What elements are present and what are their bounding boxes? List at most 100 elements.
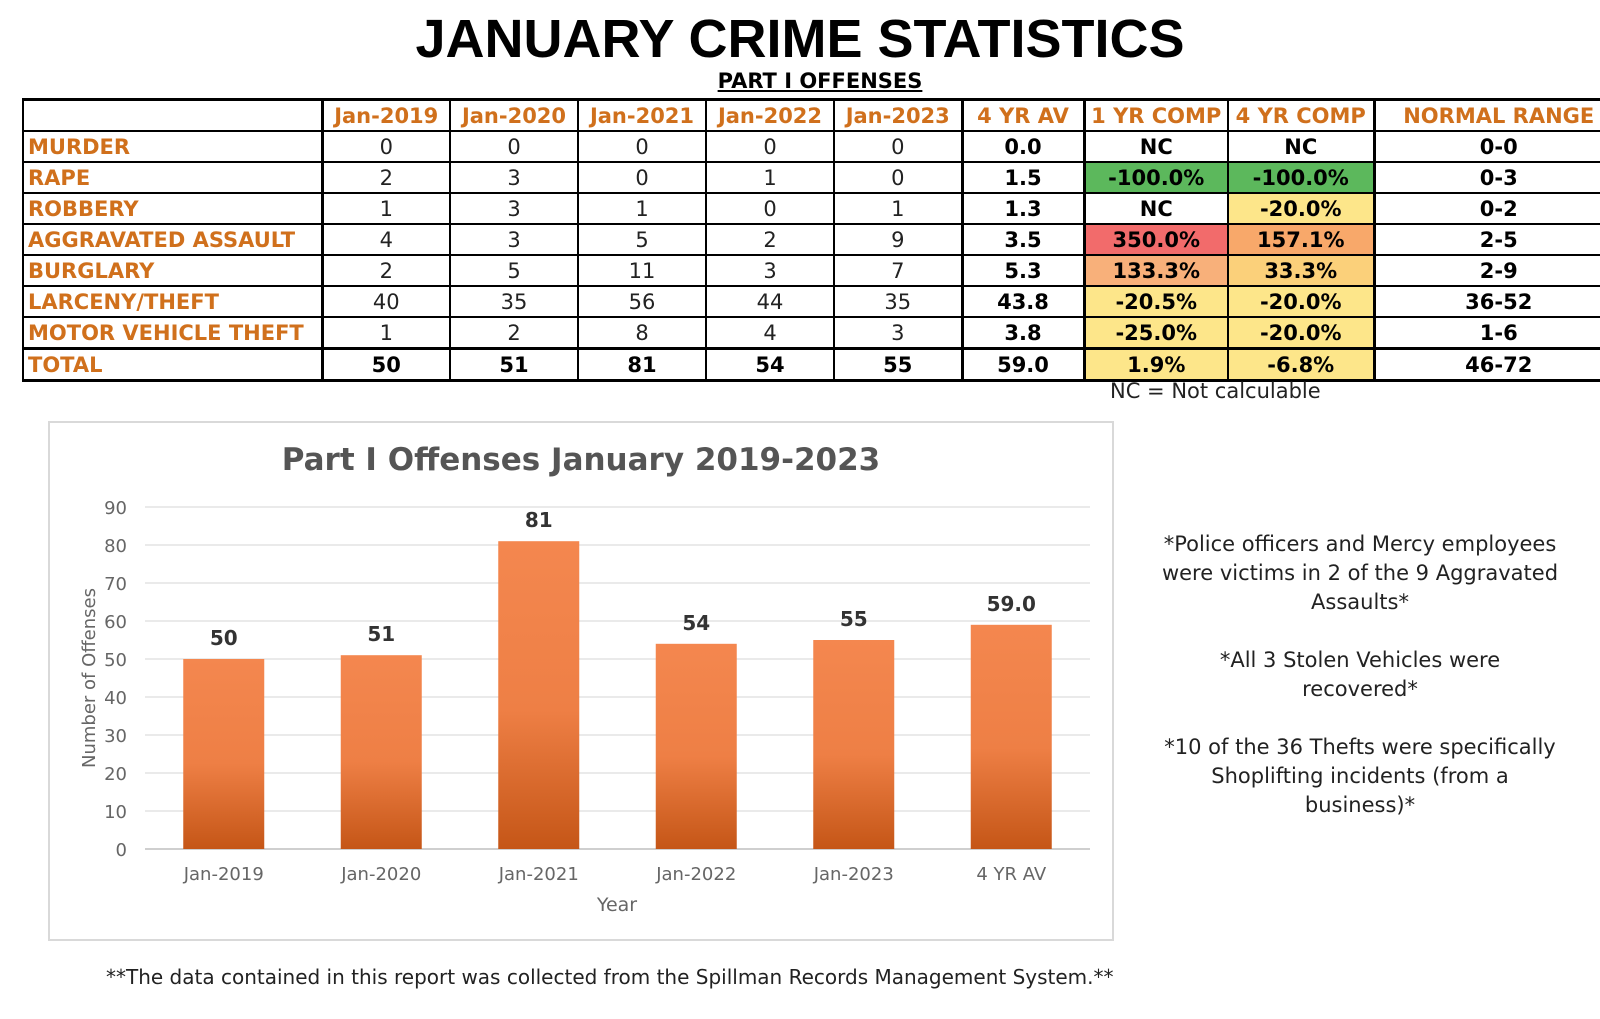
table-row: LARCENY/THEFT 40 35 56 44 35 43.8 -20.5% -20.0% 3… [22,285,1600,318]
data-label: 50 [210,626,238,650]
x-tick-label: Jan-2023 [813,864,894,885]
four-year-comp-cell: -20.0% [1227,316,1375,350]
data-label: 54 [682,611,710,635]
column-header: Jan-2021 [577,98,707,132]
year-value-cell: 5 [577,223,707,256]
year-value-cell: 1 [705,161,835,194]
row-label: AGGRAVATED ASSAULT [22,223,323,256]
one-year-comp-cell: -25.0% [1082,316,1229,350]
year-value-cell: 2 [449,316,579,350]
data-label: 51 [367,622,395,646]
one-year-comp-cell: -20.5% [1082,285,1229,318]
avg-cell: 59.0 [960,347,1085,382]
year-value-cell: 35 [833,285,963,318]
four-year-comp-cell: NC [1227,130,1375,163]
year-value-cell: 1 [320,192,451,225]
y-tick-label: 0 [116,840,127,861]
normal-range-cell: 2-9 [1372,254,1600,287]
table-header-row: Jan-2019 Jan-2020 Jan-2021 Jan-2022 Jan-2023… [22,98,1600,132]
row-label: MURDER [22,130,323,163]
year-value-cell: 4 [320,223,451,256]
column-header: Jan-2022 [705,98,835,132]
year-value-cell: 3 [705,254,835,287]
year-value-cell: 54 [705,347,835,382]
one-year-comp-cell: NC [1082,192,1229,225]
row-label: ROBBERY [22,192,323,225]
x-tick-label: Jan-2022 [655,864,736,885]
four-year-comp-cell: -6.8% [1227,347,1375,382]
year-value-cell: 8 [577,316,707,350]
four-year-comp-cell: 33.3% [1227,254,1375,287]
normal-range-cell: 36-52 [1372,285,1600,318]
year-value-cell: 0 [833,161,963,194]
year-value-cell: 0 [705,192,835,225]
year-value-cell: 50 [320,347,451,382]
x-tick-label: Jan-2021 [498,864,579,885]
year-value-cell: 0 [833,130,963,163]
column-header: 4 YR COMP [1227,98,1375,132]
x-tick-label: 4 YR AV [976,864,1047,885]
one-year-comp-cell: -100.0% [1082,161,1229,194]
year-value-cell: 35 [449,285,579,318]
year-value-cell: 5 [449,254,579,287]
table-row: MOTOR VEHICLE THEFT 1 2 8 4 3 3.8 -25.0% -20.0% 1… [22,316,1600,350]
column-header: NORMAL RANGE [1372,98,1600,132]
year-value-cell: 56 [577,285,707,318]
avg-cell: 43.8 [960,285,1085,318]
four-year-comp-cell: 157.1% [1227,223,1375,256]
data-label: 59.0 [987,592,1036,616]
year-value-cell: 44 [705,285,835,318]
year-value-cell: 0 [577,161,707,194]
normal-range-cell: 0-3 [1372,161,1600,194]
note-stolen-vehicles: *All 3 Stolen Vehicles were recovered* [1219,648,1501,701]
nc-note: NC = Not calculable [1110,379,1321,403]
normal-range-cell: 1-6 [1372,316,1600,350]
year-value-cell: 51 [449,347,579,382]
y-tick-label: 20 [104,764,127,785]
table-row: BURGLARY 2 5 11 3 7 5.3 133.3% 33.3% 2-9 [22,254,1600,287]
y-axis-title: Number of Offenses [79,588,100,768]
avg-cell: 3.8 [960,316,1085,350]
y-tick-label: 10 [104,802,127,823]
chart-title: Part I Offenses January 2019-2023 [281,442,881,478]
avg-cell: 5.3 [960,254,1085,287]
normal-range-cell: 2-5 [1372,223,1600,256]
year-value-cell: 0 [449,130,579,163]
year-value-cell: 0 [705,130,835,163]
page-title: JANUARY CRIME STATISTICS [415,9,1185,69]
column-header: Jan-2023 [833,98,963,132]
four-year-comp-cell: -20.0% [1227,192,1375,225]
notes-panel: *Police officers and Mercy employees wer… [1160,530,1560,849]
y-tick-label: 70 [104,574,127,595]
year-value-cell: 2 [320,254,451,287]
crime-stats-table: Jan-2019 Jan-2020 Jan-2021 Jan-2022 Jan-2023… [22,98,1600,382]
year-value-cell: 3 [449,223,579,256]
row-label: TOTAL [22,347,323,382]
year-value-cell: 11 [577,254,707,287]
x-tick-label: Jan-2020 [340,864,421,885]
bar [340,655,422,849]
year-value-cell: 0 [320,130,451,163]
column-header: 1 YR COMP [1082,98,1229,132]
one-year-comp-cell: 350.0% [1082,223,1229,256]
row-label: BURGLARY [22,254,323,287]
y-tick-label: 60 [104,612,127,633]
one-year-comp-cell: NC [1082,130,1229,163]
year-value-cell: 7 [833,254,963,287]
data-label: 81 [525,508,553,532]
year-value-cell: 40 [320,285,451,318]
bar [655,643,737,849]
bar [813,640,895,849]
table-row: RAPE 2 3 0 1 0 1.5 -100.0% -100.0% 0-3 [22,161,1600,194]
note-shoplifting: *10 of the 36 Thefts were specifically S… [1164,735,1556,817]
x-axis-title: Year [596,894,637,916]
footer-note: **The data contained in this report was … [106,965,1114,989]
year-value-cell: 1 [577,192,707,225]
row-label: MOTOR VEHICLE THEFT [22,316,323,350]
year-value-cell: 9 [833,223,963,256]
one-year-comp-cell: 1.9% [1082,347,1229,382]
row-label: LARCENY/THEFT [22,285,323,318]
one-year-comp-cell: 133.3% [1082,254,1229,287]
y-tick-label: 50 [104,650,127,671]
